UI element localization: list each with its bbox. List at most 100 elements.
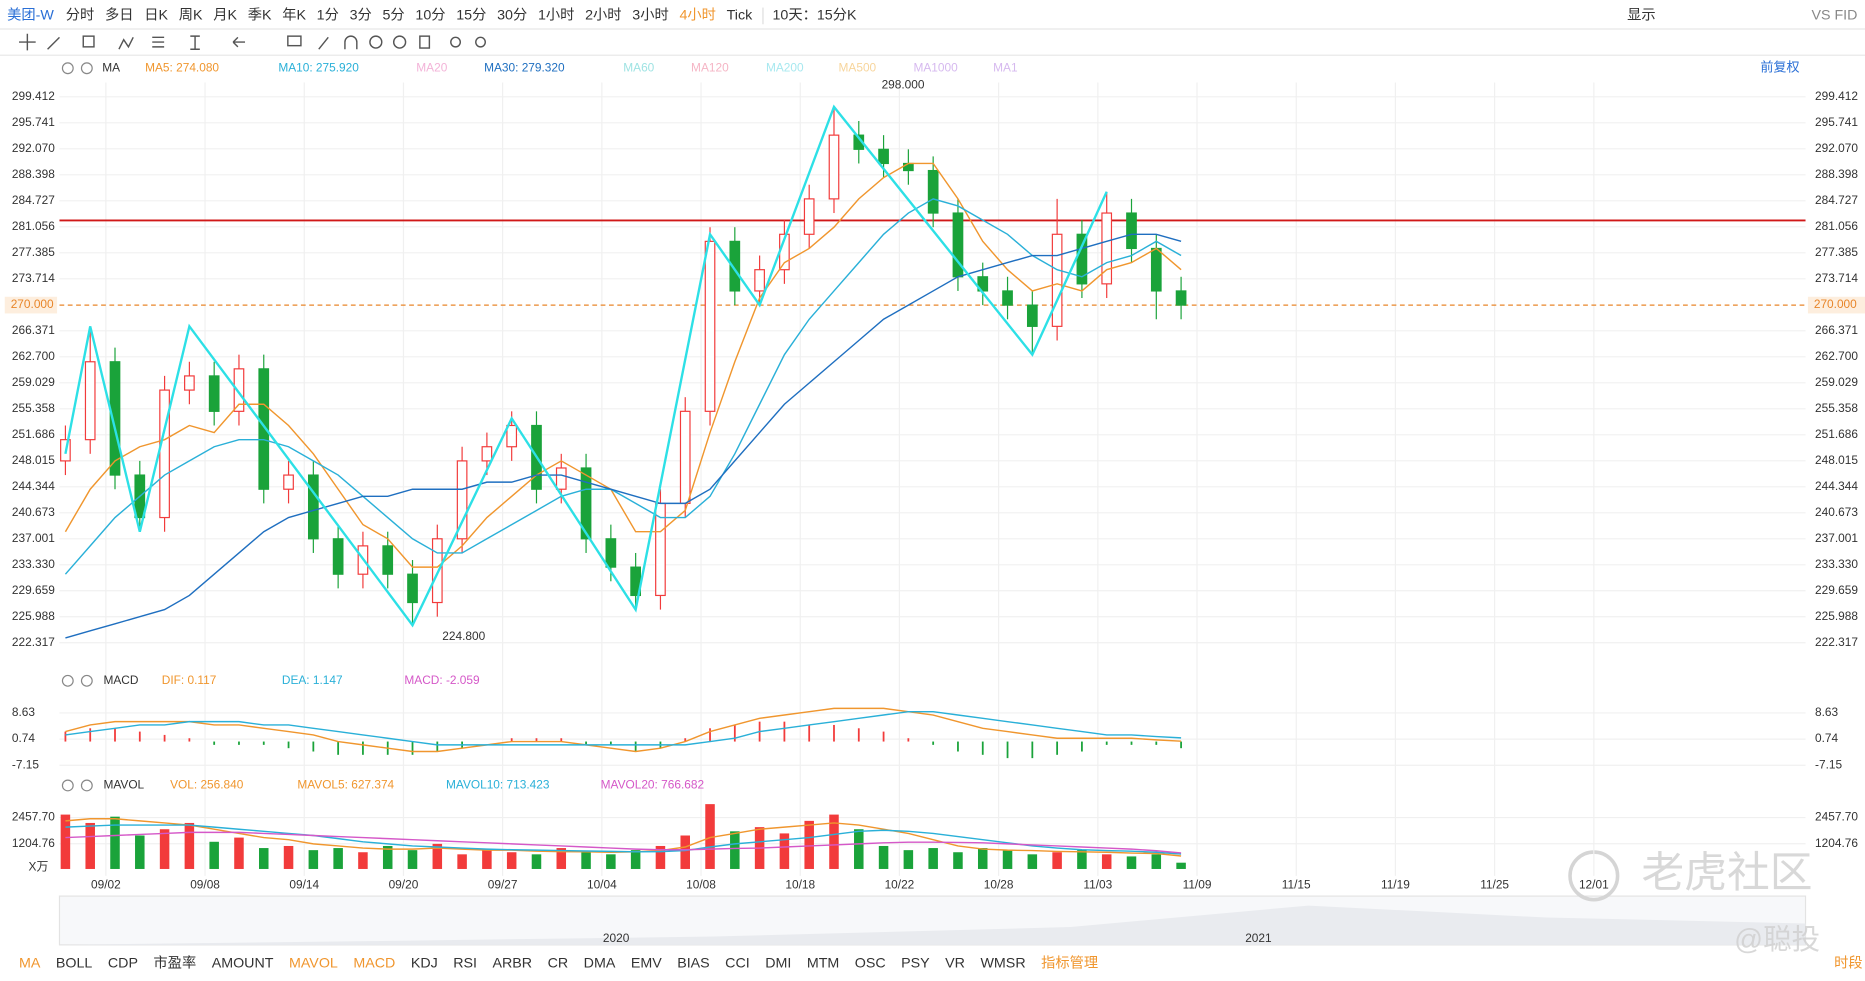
indicator-tab[interactable]: CDP <box>108 956 138 972</box>
period-tab[interactable]: 日K <box>144 8 168 24</box>
indicator-tab[interactable]: AMOUNT <box>212 956 274 972</box>
indicator-value[interactable]: DIF: 0.117 <box>162 673 217 687</box>
period-tab[interactable]: 10分 <box>415 7 445 24</box>
settings-icon[interactable] <box>61 779 74 792</box>
indicator-inactive[interactable]: MA60 <box>623 60 654 74</box>
fib-tool[interactable] <box>152 36 165 48</box>
time-segment[interactable]: 时段 <box>1834 955 1863 972</box>
indicator-value[interactable]: MAVOL20: 766.682 <box>601 778 704 792</box>
settings-icon[interactable] <box>61 674 74 687</box>
indicator-tab[interactable]: RSI <box>453 956 477 972</box>
drawing-tools[interactable] <box>19 33 486 51</box>
indicator-inactive[interactable]: MA20 <box>416 60 447 74</box>
line-tool[interactable] <box>47 36 60 50</box>
indicator-tab[interactable]: BOLL <box>56 956 93 972</box>
indicator-tab[interactable]: PSY <box>901 956 930 972</box>
candle-body <box>927 169 939 214</box>
wave-tool[interactable] <box>118 37 134 50</box>
indicator-inactive[interactable]: MA120 <box>691 60 729 74</box>
range-select[interactable]: 10天：15分K <box>772 7 857 24</box>
close-icon[interactable] <box>80 62 93 75</box>
volume-bar <box>259 848 269 869</box>
delete-tool[interactable] <box>419 35 431 49</box>
crosshair-tool[interactable] <box>19 33 36 51</box>
period-tab[interactable]: 周K <box>179 8 203 24</box>
indicator-value[interactable]: MAVOL5: 627.374 <box>297 778 394 792</box>
indicator-tab[interactable]: MA <box>19 956 41 972</box>
note-tool[interactable] <box>287 35 302 47</box>
candle-body <box>1051 233 1063 327</box>
period-tab[interactable]: 年K <box>282 7 306 24</box>
period-tab[interactable]: 多日 <box>105 7 134 24</box>
period-tab[interactable]: 1分 <box>317 7 339 24</box>
period-tab[interactable]: 4小时 <box>679 7 715 24</box>
candle-body <box>258 368 270 490</box>
candle-body <box>332 538 344 575</box>
lock-tool[interactable] <box>369 35 383 49</box>
magnet-tool[interactable] <box>344 35 358 50</box>
arrow-tool[interactable] <box>232 36 246 48</box>
hide-tool[interactable] <box>392 35 407 49</box>
show-menu[interactable]: 显示 <box>1627 8 1656 24</box>
volume-bar <box>432 843 443 869</box>
indicator-tab[interactable]: MAVOL <box>289 956 338 972</box>
period-tab[interactable]: 2小时 <box>585 7 621 24</box>
compare[interactable]: VS FID <box>1811 8 1857 24</box>
y-tick-label: 288.398 <box>1815 167 1858 181</box>
adjust-mode[interactable]: 前复权 <box>1760 59 1799 75</box>
indicator-tab[interactable]: OSC <box>855 956 886 972</box>
indicator-inactive[interactable]: MA1 <box>993 60 1018 74</box>
symbol[interactable]: 美团-W <box>7 7 54 24</box>
indicator-inactive[interactable]: MA500 <box>839 60 877 74</box>
indicator-tab[interactable]: WMSR <box>980 956 1025 972</box>
period-tab[interactable]: 1小时 <box>538 7 574 24</box>
indicator-tab[interactable]: MTM <box>807 956 839 972</box>
settings-icon[interactable] <box>61 62 74 75</box>
y-tick-label: 1204.76 <box>12 836 55 850</box>
candle-body <box>233 368 245 412</box>
indicator-inactive[interactable]: MA1000 <box>913 60 958 74</box>
period-tab[interactable]: 3小时 <box>632 7 668 24</box>
indicator-value[interactable]: DEA: 1.147 <box>282 673 343 687</box>
indicator-value[interactable]: MA30: 279.320 <box>484 60 565 74</box>
indicator-value[interactable]: MA10: 275.920 <box>278 60 359 74</box>
close-icon[interactable] <box>80 779 93 792</box>
measure-tool[interactable] <box>190 35 200 50</box>
indicator-tab[interactable]: KDJ <box>411 956 438 972</box>
indicator-tab[interactable]: VR <box>945 956 965 972</box>
period-tab[interactable]: 5分 <box>382 7 404 24</box>
y-tick-label: 266.371 <box>1815 323 1858 337</box>
close-icon[interactable] <box>80 674 93 687</box>
indicator-tab[interactable]: DMI <box>765 956 791 972</box>
indicator-tab[interactable]: CR <box>548 956 569 972</box>
period-tab[interactable]: 3分 <box>350 7 372 24</box>
indicator-tab[interactable]: BIAS <box>677 956 710 972</box>
volume-bar <box>854 829 864 869</box>
y-tick-label: 2457.70 <box>12 810 55 824</box>
settings-tool[interactable] <box>475 36 486 48</box>
period-tab[interactable]: 30分 <box>497 7 527 24</box>
indicator-tab[interactable]: CCI <box>725 956 750 972</box>
link-tool[interactable] <box>450 36 462 48</box>
indicator-tab[interactable]: DMA <box>584 956 616 972</box>
indicator-value[interactable]: VOL: 256.840 <box>170 778 244 792</box>
indicator-tab[interactable]: 市盈率 <box>153 955 196 972</box>
indicator-tab[interactable]: EMV <box>631 956 662 972</box>
y-tick-label: 259.029 <box>12 375 55 389</box>
period-tab[interactable]: 季K <box>248 7 272 24</box>
indicator-value[interactable]: MAVOL10: 713.423 <box>446 778 550 792</box>
indicator-value[interactable]: MACD: -2.059 <box>404 673 480 687</box>
volume-bar <box>730 831 740 869</box>
period-tab[interactable]: 15分 <box>456 7 486 24</box>
period-tab[interactable]: Tick <box>727 8 753 24</box>
indicator-tab[interactable]: ARBR <box>492 956 532 972</box>
indicator-inactive[interactable]: MA200 <box>766 60 804 74</box>
indicator-tab[interactable]: 指标管理 <box>1041 955 1098 972</box>
y-tick-label: 229.659 <box>1815 583 1858 597</box>
indicator-value[interactable]: MA5: 274.080 <box>145 60 219 74</box>
indicator-tab[interactable]: MACD <box>353 956 395 972</box>
period-tab[interactable]: 月K <box>213 8 237 24</box>
brush-tool[interactable] <box>318 36 329 50</box>
rect-tool[interactable] <box>82 35 95 48</box>
period-tab[interactable]: 分时 <box>66 7 95 24</box>
